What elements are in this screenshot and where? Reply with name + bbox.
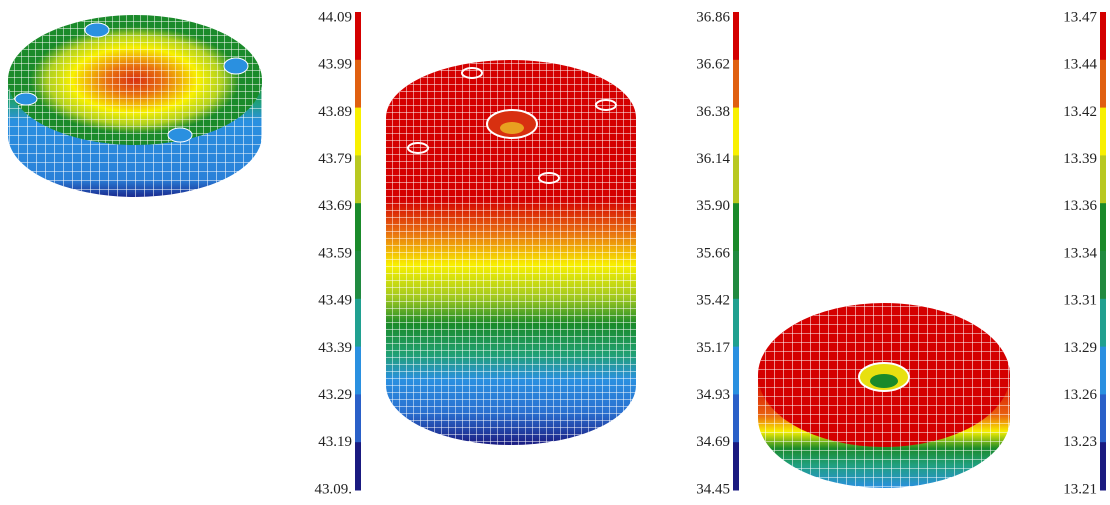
colorbar-label: 36.14 [696, 151, 730, 167]
colorbar: 36.86 36.62 36.38 36.14 35.90 35.66 35.42 35.17… [696, 9, 739, 497]
colorbar-label: 34.93 [696, 387, 730, 403]
colorbar-label: 13.39 [1063, 151, 1097, 167]
colorbar-segment [1100, 59, 1106, 109]
colorbar-segment [355, 59, 361, 109]
colorbar: 13.47 13.44 13.42 13.39 13.36 13.34 13.31 13.29… [1063, 9, 1106, 497]
colorbar-label: 35.66 [696, 245, 730, 261]
colorbar-label: 43.99 [318, 57, 352, 73]
colorbar-label: 43.09. [315, 481, 353, 497]
colorbar-segment [355, 442, 361, 491]
colorbar-label: 43.39 [318, 340, 352, 356]
colorbar-label: 43.29 [318, 387, 352, 403]
colorbar-segment [1100, 442, 1106, 491]
colorbar-label: 13.47 [1063, 9, 1097, 25]
colorbar-segment [733, 59, 739, 109]
colorbar-segment [733, 107, 739, 156]
colorbar-segment [733, 12, 739, 61]
colorbar-segment [1100, 298, 1106, 348]
colorbar-label: 13.36 [1063, 198, 1097, 214]
colorbar-label: 43.89 [318, 104, 352, 120]
colorbar-segment [733, 442, 739, 491]
colorbar-label: 43.59 [318, 245, 352, 261]
colorbar-segment [733, 298, 739, 348]
cylinder-model [386, 60, 636, 445]
colorbar-label: 35.42 [696, 293, 730, 309]
colorbar-segment [355, 298, 361, 348]
colorbar-segment [355, 107, 361, 156]
colorbar-segment [733, 346, 739, 395]
colorbar-segment [1100, 203, 1106, 252]
colorbar-label: 43.49 [318, 293, 352, 309]
colorbar-label: 34.69 [696, 434, 730, 450]
colorbar-label: 35.17 [696, 340, 730, 356]
colorbar-label: 43.69 [318, 198, 352, 214]
colorbar-segment [355, 251, 361, 300]
colorbar-label: 35.90 [696, 198, 730, 214]
colorbar-segment [355, 394, 361, 443]
colorbar-label: 13.34 [1063, 245, 1097, 261]
colorbar-label: 43.79 [318, 151, 352, 167]
disc-model-1 [8, 15, 262, 197]
colorbar-segment [1100, 346, 1106, 395]
colorbar-label: 43.19 [318, 434, 352, 450]
colorbar-segment [1100, 394, 1106, 443]
colorbar-label: 13.26 [1063, 387, 1097, 403]
colorbar-label: 13.29 [1063, 340, 1097, 356]
colorbar-segment [1100, 12, 1106, 61]
colorbar-label: 13.42 [1063, 104, 1097, 120]
colorbar: 44.09 43.99 43.89 43.79 43.69 43.59 43.49 43.39… [315, 9, 361, 497]
colorbar-segment [733, 251, 739, 300]
colorbar-label: 13.23 [1063, 434, 1097, 450]
colorbar-segment [355, 12, 361, 61]
colorbar-label: 36.38 [696, 104, 730, 120]
colorbar-label: 36.86 [696, 9, 730, 25]
colorbar-segment [355, 203, 361, 252]
colorbar-segment [1100, 251, 1106, 300]
colorbar-segment [355, 346, 361, 395]
colorbar-label: 44.09 [318, 9, 352, 25]
colorbar-segment [733, 394, 739, 443]
disc-model-2 [758, 303, 1010, 488]
colorbar-label: 34.45 [696, 481, 730, 497]
colorbar-segment [1100, 107, 1106, 156]
colorbar-segment [733, 155, 739, 204]
colorbar-segment [355, 155, 361, 204]
colorbar-segment [733, 203, 739, 252]
colorbar-segment [1100, 155, 1106, 204]
colorbar-label: 36.62 [696, 57, 730, 73]
colorbar-label: 13.44 [1063, 57, 1097, 73]
colorbar-label: 13.31 [1063, 293, 1097, 309]
colorbars: 44.09 43.99 43.89 43.79 43.69 43.59 43.49 43.39… [315, 9, 1106, 497]
colorbar-label: 13.21 [1063, 481, 1097, 497]
